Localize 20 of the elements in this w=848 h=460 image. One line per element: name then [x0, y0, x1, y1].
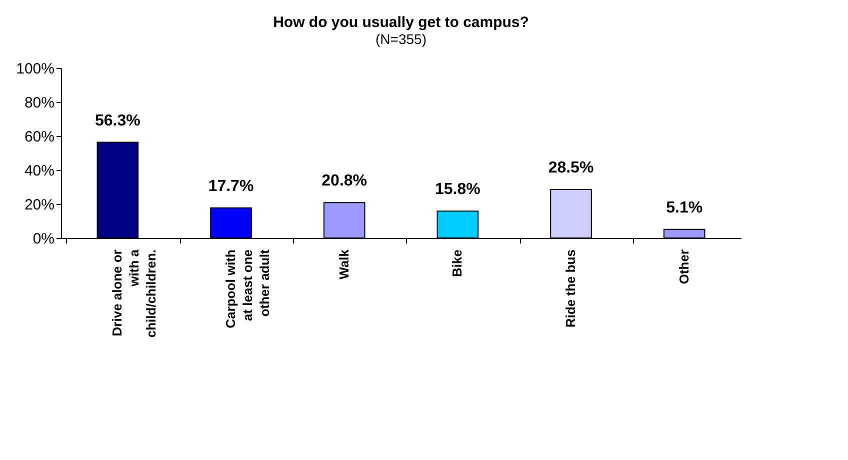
x-tick-label: Other [676, 250, 692, 284]
x-tick-label: Drive alone or with a child/children. [110, 248, 159, 338]
y-tick-label: 20% [24, 196, 54, 214]
x-tick-label: Ride the bus [563, 250, 578, 328]
y-tick-label: 60% [24, 128, 54, 146]
data-label: 20.8% [322, 172, 368, 190]
y-tick-label: 100% [16, 60, 54, 78]
x-tick-label: Walk [336, 248, 352, 280]
data-label: 28.5% [548, 160, 594, 177]
data-label: 5.1% [666, 199, 703, 216]
y-tick-label: 80% [24, 94, 54, 112]
x-tick-label: Carpool with at least one other adult [223, 248, 272, 328]
y-tick-label: 0% [32, 230, 54, 248]
x-tick-label: Bike [450, 250, 465, 277]
data-label: 15.8% [434, 181, 480, 198]
chart-subtitle: (N=355) [376, 31, 426, 47]
data-label: 56.3% [94, 112, 140, 130]
y-tick-label: 40% [24, 162, 54, 180]
data-label: 17.7% [208, 178, 254, 195]
chart-title: How do you usually get to campus? [273, 14, 529, 31]
